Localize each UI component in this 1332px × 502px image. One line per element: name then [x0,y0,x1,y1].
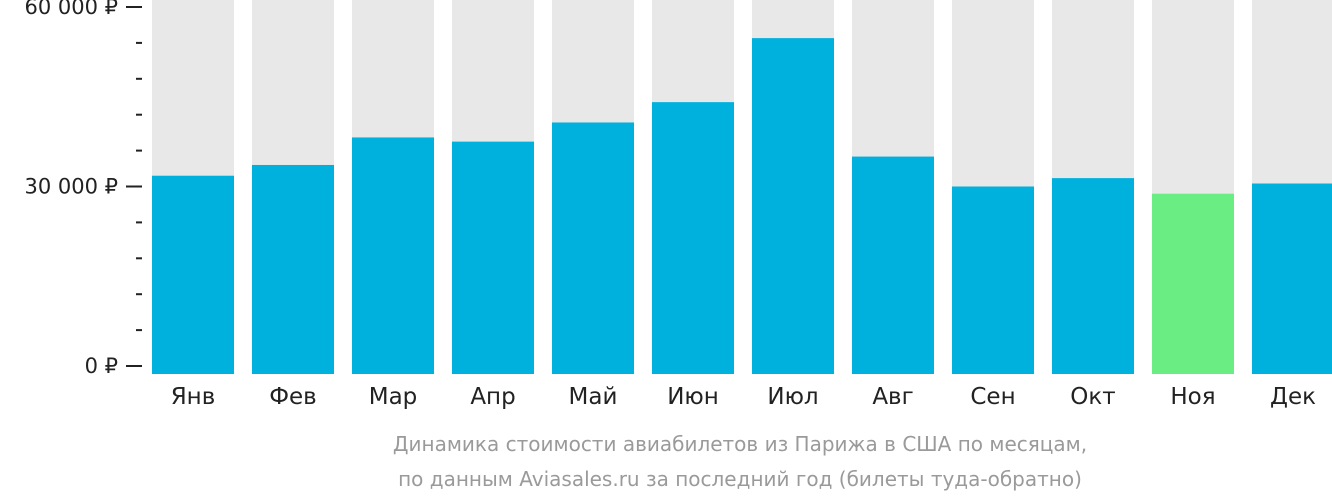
bar-11[interactable] [1252,183,1332,374]
x-tick-label-9: Окт [1070,384,1115,410]
bar-0[interactable] [152,175,234,374]
x-tick-label-5: Июн [667,384,719,410]
y-tick-label-2: 60 000 ₽ [24,0,118,19]
bar-9[interactable] [1052,178,1134,374]
bar-7[interactable] [852,156,934,374]
bar-10[interactable] [1152,193,1234,374]
y-axis: 0 ₽ 30 000 ₽ 60 000 ₽ [24,0,142,378]
bar-6[interactable] [752,38,834,374]
bar-8[interactable] [952,186,1034,375]
x-tick-label-8: Сен [970,384,1015,410]
bar-5[interactable] [652,102,734,374]
x-tick-label-11: Дек [1270,384,1316,410]
y-tick-label-1: 30 000 ₽ [24,175,118,199]
x-tick-label-0: Янв [171,384,216,410]
y-tick-label-0: 0 ₽ [85,354,118,378]
x-tick-label-2: Мар [369,384,418,410]
bar-1[interactable] [252,164,334,374]
bar-3[interactable] [452,141,534,374]
x-tick-label-10: Ноя [1170,384,1215,410]
x-axis-labels: Янв Фев Мар Апр Май Июн Июл Авг Сен Окт Ноя Дек [171,384,1316,410]
x-tick-label-7: Авг [872,384,913,410]
chart-caption-line-2: по данным Aviasales.ru за последний год … [398,467,1082,491]
x-tick-label-4: Май [569,384,618,410]
bar-2[interactable] [352,137,434,374]
bars [152,0,1332,374]
x-tick-label-1: Фев [269,384,317,410]
price-chart: 0 ₽ 30 000 ₽ 60 000 ₽ Янв Фев Мар Апр Май Июн Ию… [24,0,1332,410]
bar-4[interactable] [552,122,634,374]
x-tick-label-3: Апр [470,384,515,410]
x-tick-label-6: Июл [767,384,818,410]
chart-caption-line-1: Динамика стоимости авиабилетов из Парижа… [392,432,1088,456]
